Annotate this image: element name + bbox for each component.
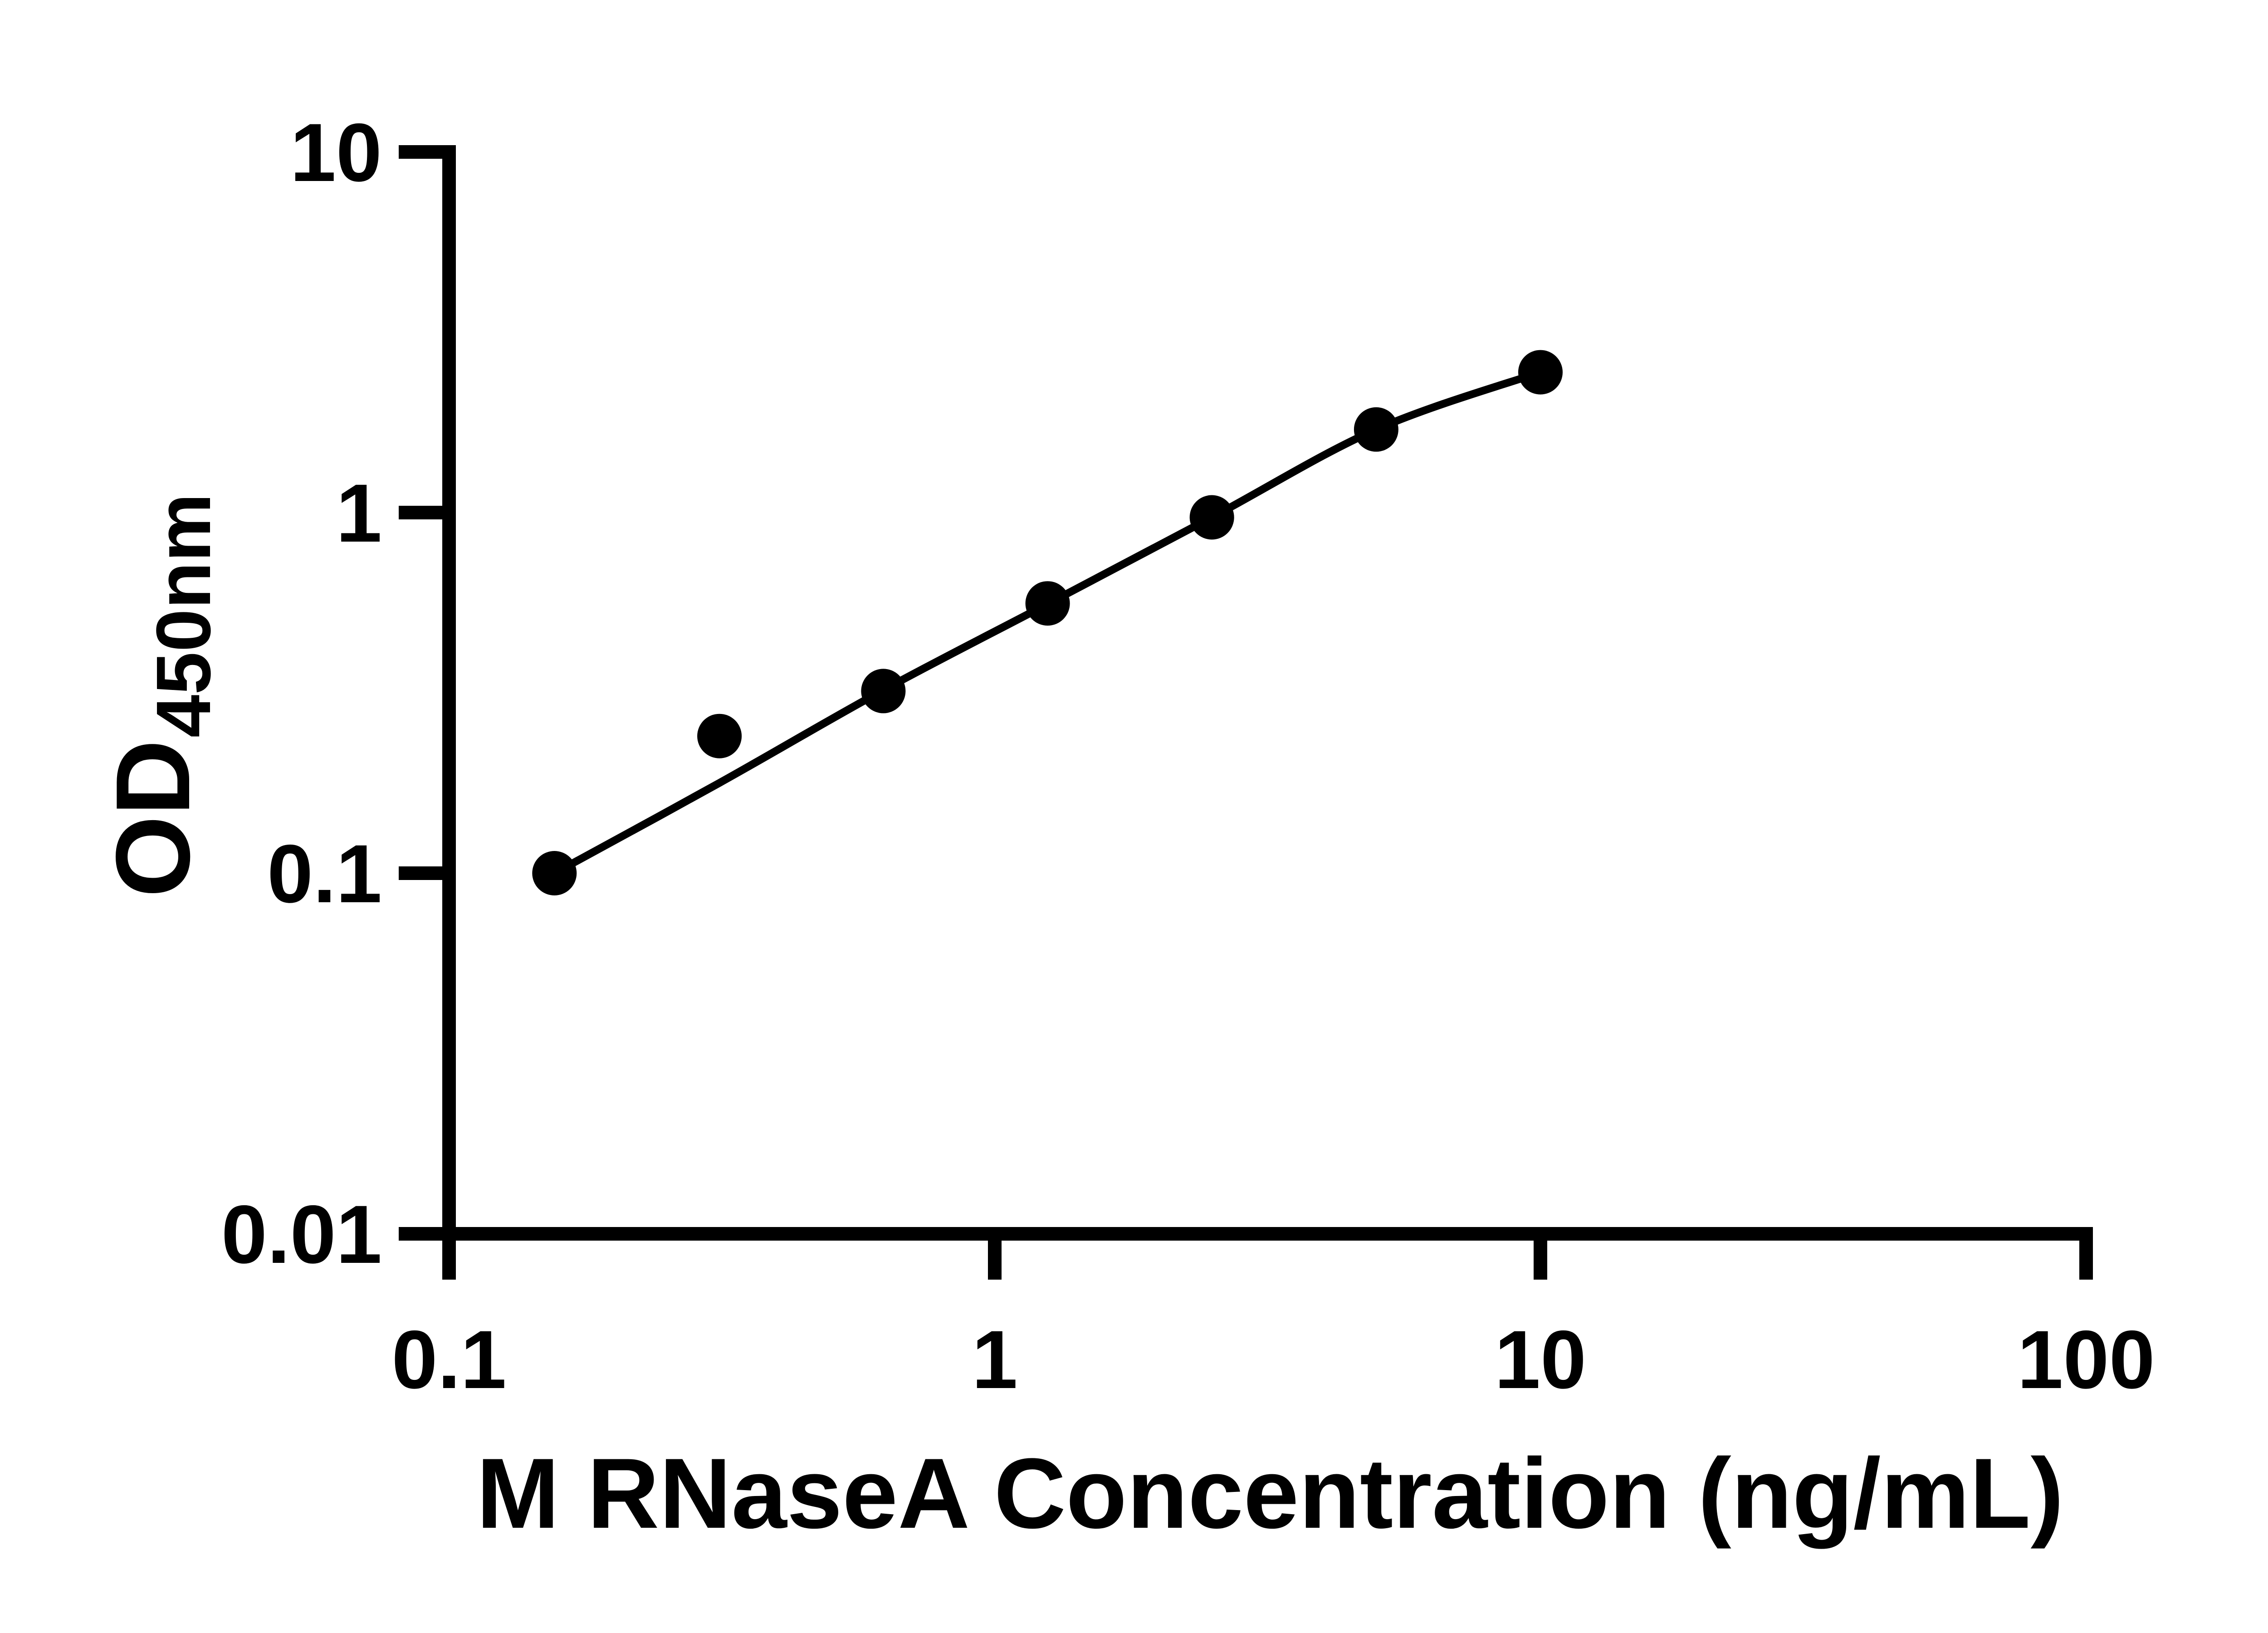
data-point-marker — [1354, 407, 1398, 452]
data-point-marker — [697, 714, 742, 758]
data-points — [532, 350, 1563, 895]
y-tick-label-0.1: 0.1 — [267, 827, 382, 920]
axis-frame — [442, 145, 2093, 1241]
data-point-marker — [1189, 495, 1234, 540]
axis-lines — [442, 145, 2093, 1241]
y-axis-title: OD 450nm — [94, 493, 227, 897]
x-tick-label-0.1: 0.1 — [391, 1313, 506, 1406]
y-tick-label-10: 10 — [290, 106, 382, 199]
data-point-marker — [861, 669, 906, 714]
x-axis-title: M RNaseA Concentration (ng/mL) — [476, 1437, 2064, 1549]
x-tick-label-10: 10 — [1495, 1313, 1586, 1406]
y-axis-title-subscript: 450nm — [141, 493, 227, 738]
y-tick-labels: 10 1 0.1 0.01 — [221, 106, 382, 1281]
y-axis-title-main: OD — [94, 740, 212, 898]
x-tick-labels: 0.1 1 10 100 — [391, 1313, 2155, 1406]
data-point-marker — [1025, 581, 1070, 626]
y-tick-label-0.01: 0.01 — [221, 1188, 382, 1281]
y-axis-ticks — [399, 145, 449, 1241]
data-point-marker — [1518, 350, 1563, 395]
data-point-marker — [532, 851, 577, 895]
x-axis-ticks — [442, 1234, 2093, 1280]
x-tick-label-100: 100 — [2017, 1313, 2155, 1406]
x-tick-label-1: 1 — [972, 1313, 1017, 1406]
y-tick-label-1: 1 — [336, 467, 382, 559]
